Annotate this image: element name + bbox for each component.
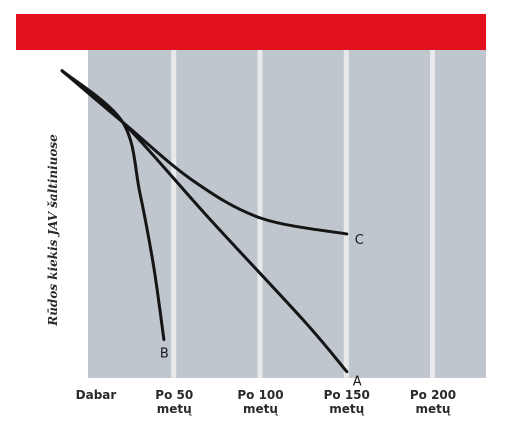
header-bar (16, 14, 486, 50)
series-line-b (60, 69, 166, 342)
plot-background (88, 50, 486, 378)
grid-line (257, 50, 263, 378)
series-label-a: A (353, 375, 362, 390)
series-labels: A B C (160, 233, 364, 390)
grid-line (171, 50, 177, 378)
x-tick-label: Po 200 metų (410, 388, 456, 416)
plot-area (88, 50, 486, 378)
x-tick-labels: Dabar Po 50 metų Po 100 metų Po 150 metų Po 200… (76, 388, 456, 416)
grid-line (430, 50, 435, 378)
y-axis-label: Rūdos kiekis JAV šaltiniuose (46, 134, 60, 327)
x-tick-label: Po 100 metų (237, 388, 283, 416)
x-tick-label: Dabar (76, 388, 117, 402)
series-line-c (60, 69, 349, 236)
series-label-c: C (355, 233, 364, 248)
grid-line (343, 50, 349, 378)
series-label-b: B (160, 347, 169, 362)
x-tick-label: Po 150 metų (324, 388, 370, 416)
x-tick-label: Po 50 metų (155, 388, 193, 416)
series-lines (60, 69, 349, 374)
